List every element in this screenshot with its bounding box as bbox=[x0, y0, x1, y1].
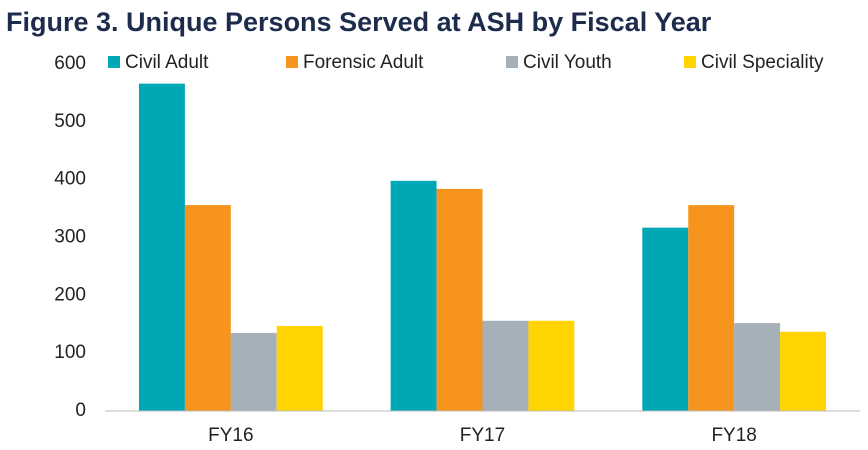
legend-swatch bbox=[286, 56, 298, 68]
bar bbox=[642, 227, 689, 411]
bar bbox=[436, 188, 483, 411]
bar bbox=[390, 180, 437, 411]
bar bbox=[528, 320, 575, 411]
y-tick-label: 300 bbox=[54, 227, 86, 248]
legend-label: Forensic Adult bbox=[303, 52, 424, 73]
x-tick-label: FY16 bbox=[208, 425, 253, 446]
y-tick-label: 400 bbox=[54, 169, 86, 190]
bar bbox=[688, 205, 735, 411]
legend-label: Civil Adult bbox=[125, 52, 209, 73]
legend-swatch bbox=[506, 56, 518, 68]
legend-label: Civil Youth bbox=[523, 52, 612, 73]
bar bbox=[780, 331, 827, 411]
bar bbox=[138, 83, 185, 411]
bar bbox=[482, 320, 529, 411]
y-tick-label: 500 bbox=[54, 111, 86, 132]
legend-swatch bbox=[108, 56, 120, 68]
y-tick-label: 200 bbox=[54, 284, 86, 305]
y-tick-label: 600 bbox=[54, 53, 86, 74]
y-tick-label: 0 bbox=[75, 400, 86, 421]
y-tick-label: 100 bbox=[54, 342, 86, 363]
bar bbox=[184, 205, 231, 411]
bar bbox=[734, 323, 781, 411]
bar bbox=[276, 325, 323, 411]
x-tick-label: FY17 bbox=[460, 425, 505, 446]
x-tick-label: FY18 bbox=[711, 425, 756, 446]
legend-label: Civil Speciality bbox=[701, 52, 824, 73]
bar bbox=[230, 332, 277, 411]
legend-swatch bbox=[684, 56, 696, 68]
chart-title: Figure 3. Unique Persons Served at ASH b… bbox=[6, 7, 712, 37]
